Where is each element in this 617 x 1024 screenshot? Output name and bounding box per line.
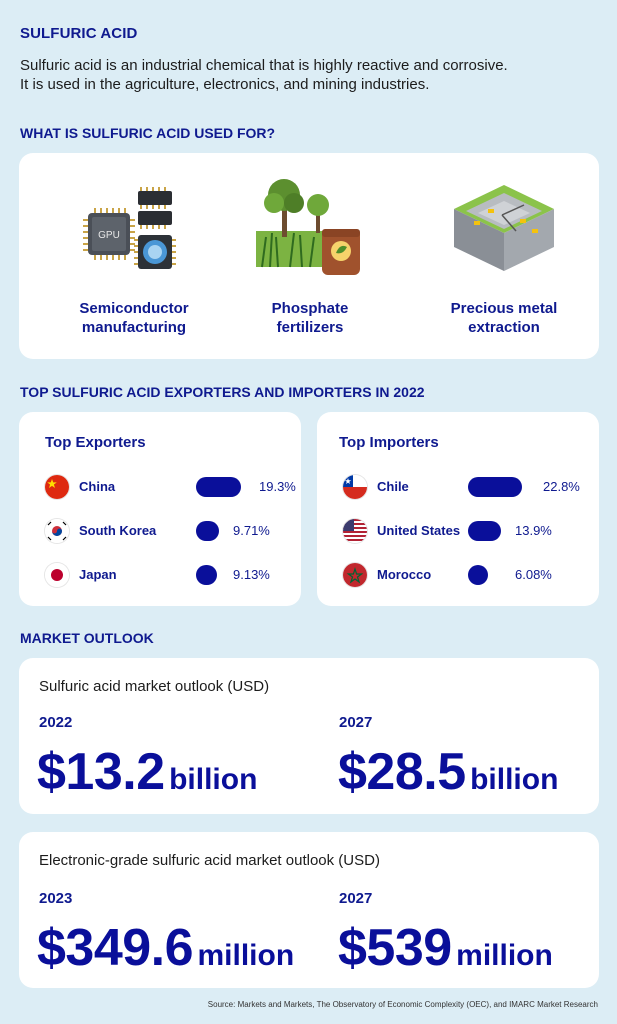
share-bar (196, 521, 219, 541)
share-value: 19.3% (259, 479, 296, 494)
importer-row: Morocco 6.08% (343, 561, 583, 589)
exporter-row: China 19.3% (45, 473, 296, 501)
importers-title: Top Importers (339, 434, 439, 451)
country-name: United States (377, 523, 461, 538)
use-label-line1: Phosphate (271, 300, 349, 317)
share-bar (468, 477, 522, 497)
outlook-amount: $28.5 (338, 743, 466, 801)
use-label-line2: extraction (468, 319, 540, 336)
outlook-year: 2027 (339, 890, 373, 907)
country-name: Morocco (377, 567, 432, 582)
exporters-card: Top Exporters China 19.3% South Korea 9.… (19, 412, 301, 606)
outlook-card-2: Electronic-grade sulfuric acid market ou… (19, 832, 599, 988)
outlook-unit: billion (169, 763, 258, 796)
page-title: SULFURIC ACID (20, 25, 138, 42)
outlook-value: $349.6 million (37, 918, 294, 978)
use-item-fertilizer: Phosphate fertilizers (215, 171, 405, 337)
exporters-title: Top Exporters (45, 434, 146, 451)
us-flag-icon (343, 519, 367, 543)
outlook-unit: million (456, 939, 553, 972)
trade-heading: TOP SULFURIC ACID EXPORTERS AND IMPORTER… (20, 384, 425, 400)
outlook-year: 2023 (39, 890, 73, 907)
outlook-value: $28.5 billion (338, 742, 558, 802)
chip-icon: GPU (74, 171, 194, 281)
use-item-mining: Precious metal extraction (409, 171, 599, 337)
outlook-amount: $349.6 (37, 919, 194, 977)
outlook-card-1: Sulfuric acid market outlook (USD) 2022 … (19, 658, 599, 814)
share-bar (468, 565, 488, 585)
outlook-value: $539 million (338, 918, 553, 978)
outlook-year: 2022 (39, 714, 73, 731)
importer-row: United States 13.9% (343, 517, 583, 545)
use-label-line2: fertilizers (276, 319, 344, 336)
country-name: China (79, 479, 116, 494)
use-label-mining: Precious metal extraction (409, 299, 599, 337)
intro-line-1: Sulfuric acid is an industrial chemical … (20, 57, 508, 74)
exporter-row: South Korea 9.71% (45, 517, 285, 545)
use-label-semiconductor: Semiconductor manufacturing (39, 299, 229, 337)
fertilizer-icon (250, 171, 370, 281)
share-value: 22.8% (543, 479, 580, 494)
share-bar (196, 477, 241, 497)
outlook-unit: billion (470, 763, 559, 796)
source-note: Source: Markets and Markets, The Observa… (207, 1000, 598, 1009)
morocco-flag-icon (343, 563, 367, 587)
chile-flag-icon (343, 475, 367, 499)
country-name: Japan (79, 567, 117, 582)
use-item-semiconductor: GPU (39, 171, 229, 337)
use-label-fertilizer: Phosphate fertilizers (215, 299, 405, 337)
intro-line-2: It is used in the agriculture, electroni… (20, 76, 430, 93)
outlook-year: 2027 (339, 714, 373, 731)
exporter-row: Japan 9.13% (45, 561, 285, 589)
intro-text: Sulfuric acid is an industrial chemical … (20, 56, 600, 94)
country-name: South Korea (79, 523, 157, 538)
share-value: 9.13% (233, 567, 270, 582)
uses-heading: WHAT IS SULFURIC ACID USED FOR? (20, 125, 276, 141)
japan-flag-icon (45, 563, 69, 587)
outlook-unit: million (197, 939, 295, 972)
outlook-amount: $539 (338, 919, 452, 977)
share-value: 9.71% (233, 523, 270, 538)
china-flag-icon (45, 475, 69, 499)
use-label-line2: manufacturing (81, 319, 187, 336)
importer-row: Chile 22.8% (343, 473, 583, 501)
use-label-line1: Semiconductor (79, 300, 189, 317)
importers-card: Top Importers Chile 22.8% United States … (317, 412, 599, 606)
outlook-amount: $13.2 (37, 743, 165, 801)
share-value: 6.08% (515, 567, 552, 582)
chip-label: GPU (98, 230, 120, 241)
outlook-subtitle: Sulfuric acid market outlook (USD) (39, 678, 270, 695)
country-name: Chile (377, 479, 409, 494)
outlook-value: $13.2 billion (37, 742, 257, 802)
uses-card: GPU (19, 153, 599, 359)
use-label-line1: Precious metal (450, 300, 558, 317)
south-korea-flag-icon (45, 519, 69, 543)
mine-icon (444, 171, 564, 281)
share-bar (468, 521, 501, 541)
outlook-subtitle: Electronic-grade sulfuric acid market ou… (39, 852, 380, 869)
share-value: 13.9% (515, 523, 552, 538)
outlook-heading: MARKET OUTLOOK (20, 630, 154, 646)
share-bar (196, 565, 217, 585)
